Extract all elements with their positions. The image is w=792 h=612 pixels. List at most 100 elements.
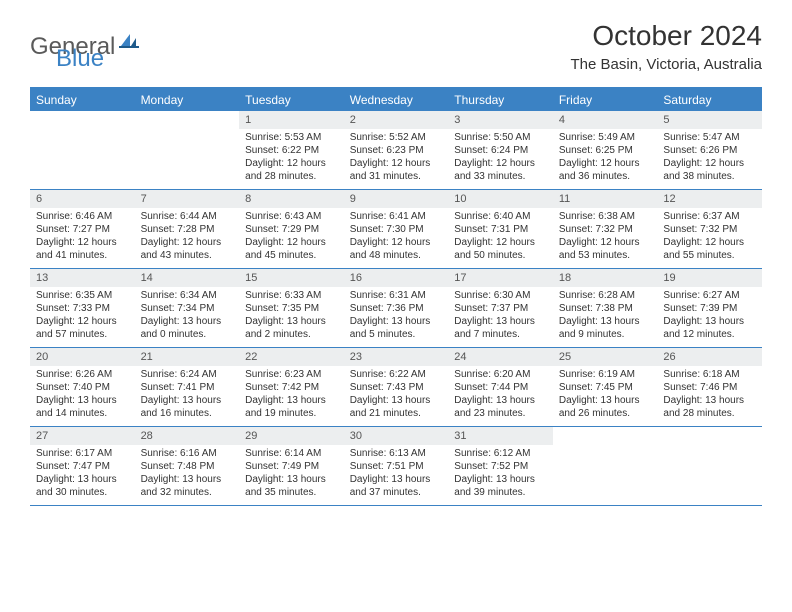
day-body: Sunrise: 5:47 AMSunset: 6:26 PMDaylight:… xyxy=(657,129,762,187)
sunrise: Sunrise: 5:52 AM xyxy=(350,131,443,144)
sunset: Sunset: 7:31 PM xyxy=(454,223,547,236)
sunrise: Sunrise: 6:23 AM xyxy=(245,368,338,381)
day-cell: 10Sunrise: 6:40 AMSunset: 7:31 PMDayligh… xyxy=(448,190,553,268)
day-number: 30 xyxy=(344,427,449,445)
day-number: 1 xyxy=(239,111,344,129)
day-cell xyxy=(135,111,240,189)
day-cell: 14Sunrise: 6:34 AMSunset: 7:34 PMDayligh… xyxy=(135,269,240,347)
sunrise: Sunrise: 6:26 AM xyxy=(36,368,129,381)
day-body: Sunrise: 5:53 AMSunset: 6:22 PMDaylight:… xyxy=(239,129,344,187)
sunrise: Sunrise: 6:41 AM xyxy=(350,210,443,223)
sunset: Sunset: 6:25 PM xyxy=(559,144,652,157)
sunrise: Sunrise: 6:22 AM xyxy=(350,368,443,381)
day-body: Sunrise: 6:35 AMSunset: 7:33 PMDaylight:… xyxy=(30,287,135,345)
day-cell: 4Sunrise: 5:49 AMSunset: 6:25 PMDaylight… xyxy=(553,111,658,189)
daylight: Daylight: 12 hours and 48 minutes. xyxy=(350,236,443,262)
day-body: Sunrise: 6:23 AMSunset: 7:42 PMDaylight:… xyxy=(239,366,344,424)
daylight: Daylight: 12 hours and 36 minutes. xyxy=(559,157,652,183)
day-cell: 23 Sunrise: 6:22 AMSunset: 7:43 PMDayligh… xyxy=(344,348,449,426)
daylight: Daylight: 13 hours and 16 minutes. xyxy=(141,394,234,420)
sunset: Sunset: 7:38 PM xyxy=(559,302,652,315)
day-cell: 11Sunrise: 6:38 AMSunset: 7:32 PMDayligh… xyxy=(553,190,658,268)
week-row: 13Sunrise: 6:35 AMSunset: 7:33 PMDayligh… xyxy=(30,269,762,348)
daylight: Daylight: 12 hours and 45 minutes. xyxy=(245,236,338,262)
daylight: Daylight: 13 hours and 0 minutes. xyxy=(141,315,234,341)
daylight: Daylight: 13 hours and 12 minutes. xyxy=(663,315,756,341)
sunset: Sunset: 7:37 PM xyxy=(454,302,547,315)
day-number: 11 xyxy=(553,190,658,208)
calendar: SundayMondayTuesdayWednesdayThursdayFrid… xyxy=(30,87,762,506)
day-number: 25 xyxy=(553,348,658,366)
sunrise: Sunrise: 6:27 AM xyxy=(663,289,756,302)
day-number: 2 xyxy=(344,111,449,129)
dow-cell: Thursday xyxy=(448,89,553,111)
day-cell: 29Sunrise: 6:14 AMSunset: 7:49 PMDayligh… xyxy=(239,427,344,505)
day-number: 18 xyxy=(553,269,658,287)
sunrise: Sunrise: 6:16 AM xyxy=(141,447,234,460)
sunset: Sunset: 7:51 PM xyxy=(350,460,443,473)
day-body: Sunrise: 6:44 AMSunset: 7:28 PMDaylight:… xyxy=(135,208,240,266)
day-cell: 12Sunrise: 6:37 AMSunset: 7:32 PMDayligh… xyxy=(657,190,762,268)
day-cell: 2Sunrise: 5:52 AMSunset: 6:23 PMDaylight… xyxy=(344,111,449,189)
day-body: Sunrise: 6:34 AMSunset: 7:34 PMDaylight:… xyxy=(135,287,240,345)
sunset: Sunset: 7:48 PM xyxy=(141,460,234,473)
sunset: Sunset: 7:43 PM xyxy=(350,381,443,394)
month-title: October 2024 xyxy=(571,20,762,52)
day-number: 28 xyxy=(135,427,240,445)
day-body: Sunrise: 6:17 AMSunset: 7:47 PMDaylight:… xyxy=(30,445,135,503)
daylight: Daylight: 13 hours and 19 minutes. xyxy=(245,394,338,420)
day-number: 13 xyxy=(30,269,135,287)
sunset: Sunset: 7:28 PM xyxy=(141,223,234,236)
daylight: Daylight: 13 hours and 30 minutes. xyxy=(36,473,129,499)
sunset: Sunset: 7:41 PM xyxy=(141,381,234,394)
day-number: 23 xyxy=(344,348,449,366)
day-cell: 26Sunrise: 6:18 AMSunset: 7:46 PMDayligh… xyxy=(657,348,762,426)
sunset: Sunset: 7:39 PM xyxy=(663,302,756,315)
day-cell: 25Sunrise: 6:19 AMSunset: 7:45 PMDayligh… xyxy=(553,348,658,426)
day-cell: 31Sunrise: 6:12 AMSunset: 7:52 PMDayligh… xyxy=(448,427,553,505)
sunrise: Sunrise: 6:24 AM xyxy=(141,368,234,381)
week-row: 27Sunrise: 6:17 AMSunset: 7:47 PMDayligh… xyxy=(30,427,762,506)
day-number: 16 xyxy=(344,269,449,287)
week-row: 1Sunrise: 5:53 AMSunset: 6:22 PMDaylight… xyxy=(30,111,762,190)
sunset: Sunset: 7:40 PM xyxy=(36,381,129,394)
sunset: Sunset: 7:32 PM xyxy=(663,223,756,236)
day-number: 17 xyxy=(448,269,553,287)
day-body: Sunrise: 6:40 AMSunset: 7:31 PMDaylight:… xyxy=(448,208,553,266)
daylight: Daylight: 12 hours and 38 minutes. xyxy=(663,157,756,183)
sunset: Sunset: 7:52 PM xyxy=(454,460,547,473)
daylight: Daylight: 13 hours and 21 minutes. xyxy=(350,394,443,420)
day-cell xyxy=(553,427,658,505)
sunset: Sunset: 7:44 PM xyxy=(454,381,547,394)
day-number: 6 xyxy=(30,190,135,208)
day-body: Sunrise: 6:33 AMSunset: 7:35 PMDaylight:… xyxy=(239,287,344,345)
sunset: Sunset: 7:32 PM xyxy=(559,223,652,236)
daylight: Daylight: 13 hours and 35 minutes. xyxy=(245,473,338,499)
day-cell: 30Sunrise: 6:13 AMSunset: 7:51 PMDayligh… xyxy=(344,427,449,505)
day-cell: 18Sunrise: 6:28 AMSunset: 7:38 PMDayligh… xyxy=(553,269,658,347)
day-number: 27 xyxy=(30,427,135,445)
daylight: Daylight: 13 hours and 32 minutes. xyxy=(141,473,234,499)
sunrise: Sunrise: 6:31 AM xyxy=(350,289,443,302)
daylight: Daylight: 13 hours and 5 minutes. xyxy=(350,315,443,341)
weeks: 1Sunrise: 5:53 AMSunset: 6:22 PMDaylight… xyxy=(30,111,762,506)
daylight: Daylight: 12 hours and 31 minutes. xyxy=(350,157,443,183)
day-number: 3 xyxy=(448,111,553,129)
day-cell: 8Sunrise: 6:43 AMSunset: 7:29 PMDaylight… xyxy=(239,190,344,268)
day-cell xyxy=(657,427,762,505)
day-number: 26 xyxy=(657,348,762,366)
day-number: 19 xyxy=(657,269,762,287)
sunrise: Sunrise: 6:14 AM xyxy=(245,447,338,460)
sunrise: Sunrise: 6:30 AM xyxy=(454,289,547,302)
daylight: Daylight: 12 hours and 28 minutes. xyxy=(245,157,338,183)
day-number: 4 xyxy=(553,111,658,129)
sunset: Sunset: 7:34 PM xyxy=(141,302,234,315)
day-body: Sunrise: 5:50 AMSunset: 6:24 PMDaylight:… xyxy=(448,129,553,187)
sunset: Sunset: 7:42 PM xyxy=(245,381,338,394)
day-cell: 19 Sunrise: 6:27 AMSunset: 7:39 PMDayligh… xyxy=(657,269,762,347)
dow-cell: Saturday xyxy=(657,89,762,111)
day-cell xyxy=(30,111,135,189)
day-cell: 15Sunrise: 6:33 AMSunset: 7:35 PMDayligh… xyxy=(239,269,344,347)
day-number: 24 xyxy=(448,348,553,366)
day-cell: 3Sunrise: 5:50 AMSunset: 6:24 PMDaylight… xyxy=(448,111,553,189)
